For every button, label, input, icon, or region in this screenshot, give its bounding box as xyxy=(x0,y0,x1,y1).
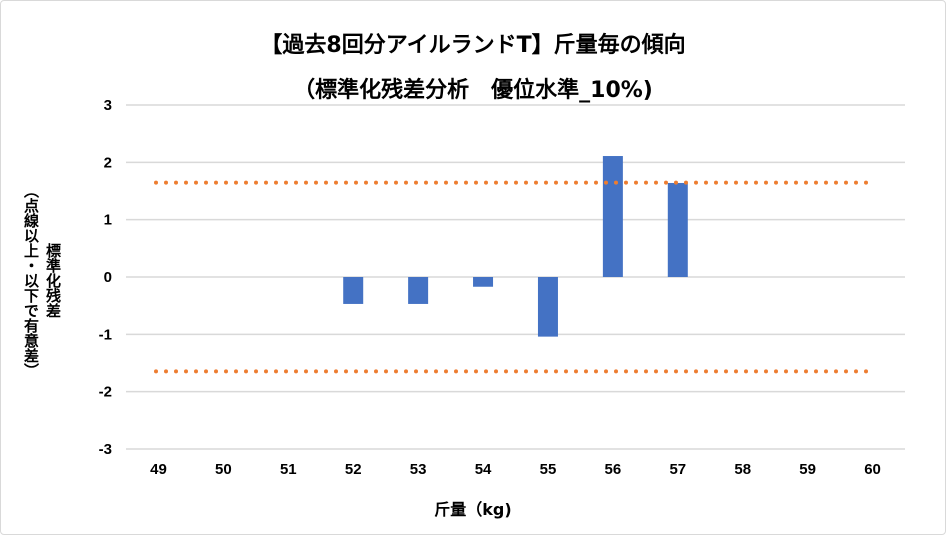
bar-56 xyxy=(602,156,623,277)
x-tick-label: 51 xyxy=(280,461,297,478)
x-tick-label: 55 xyxy=(540,461,557,478)
y-tick-label: 1 xyxy=(104,212,112,229)
bar-55 xyxy=(537,277,558,337)
x-tick-label: 50 xyxy=(215,461,232,478)
x-tick-label: 52 xyxy=(345,461,362,478)
y-tick-label: 3 xyxy=(104,97,112,114)
chart-title: 【過去8回分アイルランドT】斤量毎の傾向 xyxy=(260,33,686,58)
y-axis-label-line-1: 標準化残差 xyxy=(44,242,62,318)
bar-57 xyxy=(667,182,688,277)
y-axis-label: 標準化残差 （点線以上・以下で有意差） xyxy=(20,150,64,410)
y-tick-label: -1 xyxy=(99,326,112,343)
chart-subtitle: （標準化残差分析 優位水準_10%) xyxy=(293,78,653,103)
x-tick-label: 60 xyxy=(864,461,881,478)
x-tick-label: 54 xyxy=(475,461,492,478)
x-tick-label: 49 xyxy=(150,461,167,478)
bar-53 xyxy=(408,277,429,304)
y-tick-label: 0 xyxy=(104,269,112,286)
x-tick-label: 57 xyxy=(669,461,686,478)
x-tick-label: 53 xyxy=(410,461,427,478)
y-tick-label: -2 xyxy=(99,384,112,401)
x-tick-label: 56 xyxy=(605,461,622,478)
x-tick-label: 59 xyxy=(799,461,816,478)
x-axis-label: 斤量（kg) xyxy=(434,500,512,519)
y-tick-label: 2 xyxy=(104,154,112,171)
bar-54 xyxy=(473,277,494,287)
y-axis-label-line-2: （点線以上・以下で有意差） xyxy=(22,182,40,378)
y-tick-label: -3 xyxy=(99,441,112,458)
x-tick-label: 58 xyxy=(734,461,751,478)
bar-52 xyxy=(343,277,364,304)
